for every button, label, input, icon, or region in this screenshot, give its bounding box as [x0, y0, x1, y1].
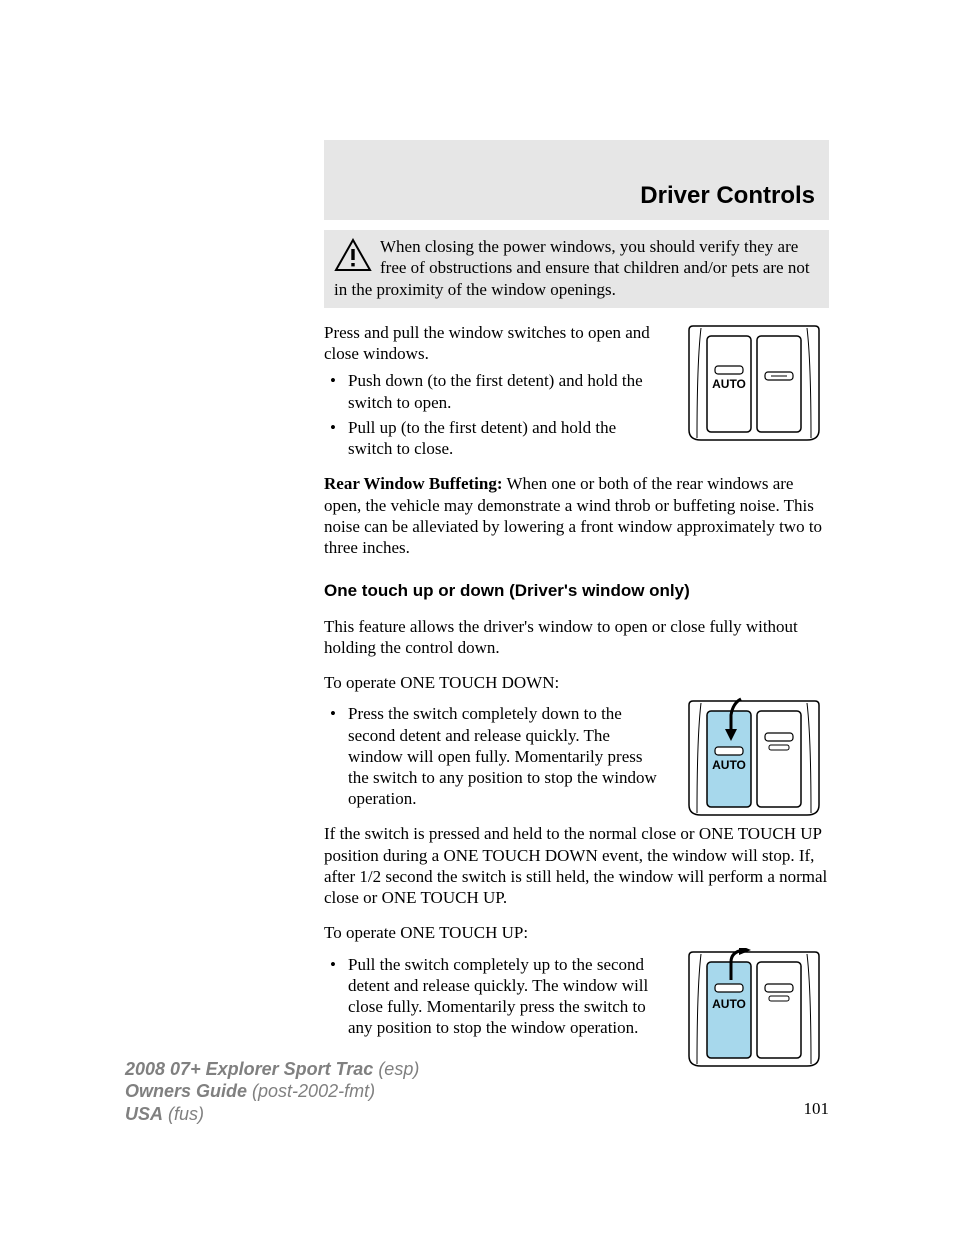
figure-switch-plain: AUTO	[679, 322, 829, 442]
bullet-list: Push down (to the first detent) and hold…	[324, 370, 661, 459]
warning-text: When closing the power windows, you shou…	[334, 237, 810, 299]
bullet-item: Push down (to the first detent) and hold…	[324, 370, 661, 413]
bullet-item: Pull the switch completely up to the sec…	[324, 954, 661, 1039]
rear-buffeting-para: Rear Window Buffeting: When one or both …	[324, 473, 829, 558]
page-title: Driver Controls	[640, 182, 815, 210]
bullet-list: Pull the switch completely up to the sec…	[324, 954, 661, 1039]
auto-label: AUTO	[712, 758, 746, 772]
body-column: Press and pull the window switches to op…	[324, 322, 829, 1119]
warning-icon	[334, 238, 372, 272]
auto-label: AUTO	[712, 997, 746, 1011]
footer: 2008 07+ Explorer Sport Trac (esp) Owner…	[125, 1058, 419, 1126]
intro-text: Press and pull the window switches to op…	[324, 322, 661, 365]
down-after-text: If the switch is pressed and held to the…	[324, 823, 829, 908]
warning-box: When closing the power windows, you shou…	[324, 230, 829, 308]
footer-line2-bold: Owners Guide	[125, 1081, 247, 1101]
one-touch-intro: This feature allows the driver's window …	[324, 616, 829, 659]
down-lead: To operate ONE TOUCH DOWN:	[324, 672, 829, 693]
header-band: Driver Controls	[324, 140, 829, 220]
section-one-touch-up: Pull the switch completely up to the sec…	[324, 948, 829, 1068]
up-lead: To operate ONE TOUCH UP:	[324, 922, 829, 943]
footer-line3-bold: USA	[125, 1104, 163, 1124]
page: Driver Controls When closing the power w…	[0, 0, 954, 1235]
footer-line1-bold: 2008 07+ Explorer Sport Trac	[125, 1059, 373, 1079]
figure-switch-down: AUTO	[679, 697, 829, 817]
bullet-item: Pull up (to the first detent) and hold t…	[324, 417, 661, 460]
footer-line2-ital: (post-2002-fmt)	[247, 1081, 375, 1101]
footer-line1-ital: (esp)	[373, 1059, 419, 1079]
bullet-item: Press the switch completely down to the …	[324, 703, 661, 809]
rear-buffeting-label: Rear Window Buffeting:	[324, 474, 503, 493]
bullet-list: Press the switch completely down to the …	[324, 703, 661, 809]
section-one-touch-down: Press the switch completely down to the …	[324, 697, 829, 817]
figure-switch-up: AUTO	[679, 948, 829, 1068]
section-basic-operation: Press and pull the window switches to op…	[324, 322, 829, 460]
footer-line3-ital: (fus)	[163, 1104, 204, 1124]
auto-label: AUTO	[712, 377, 746, 391]
subheading: One touch up or down (Driver's window on…	[324, 580, 829, 601]
